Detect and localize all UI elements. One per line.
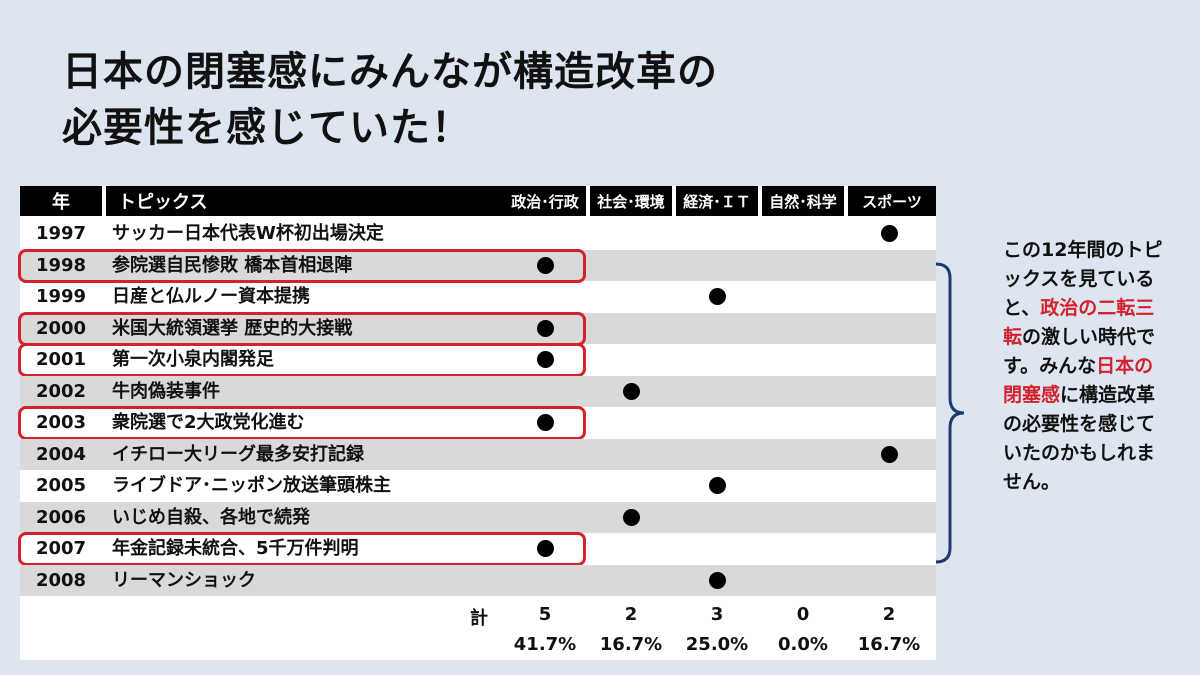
note-text-2: の激しい時代です。みんな — [1003, 326, 1156, 377]
percent-sports: 16.7% — [857, 634, 921, 655]
row-year: 2002 — [35, 380, 87, 402]
category-dot — [623, 382, 640, 400]
category-dot — [623, 508, 640, 526]
commentary-note: この12年間のトピックスを見ていると、政治の二転三転の激しい時代です。みんな日本… — [1003, 236, 1163, 497]
total-economy: 3 — [710, 604, 724, 625]
percent-politics: 41.7% — [513, 634, 577, 655]
row-topic: 年金記録未統合、5千万件判明 — [112, 538, 359, 559]
table-row: 2001 第一次小泉内閣発足 — [20, 344, 936, 375]
category-dot — [881, 225, 898, 242]
row-topic: イチロー大リーグ最多安打記録 — [112, 443, 364, 465]
slide-title: 日本の閉塞感にみんなが構造改革の 必要性を感じていた！ — [62, 44, 718, 156]
header-cat-economy: 経済･ＩＴ — [676, 186, 758, 216]
politics-highlight-box — [18, 343, 586, 377]
row-topic: ライブドア･ニッポン放送筆頭株主 — [112, 475, 391, 496]
header-topic: トピックス — [106, 186, 516, 216]
header-cat-science: 自然･科学 — [762, 186, 844, 216]
table-row: 2004 イチロー大リーグ最多安打記録 — [20, 438, 936, 470]
row-topic: 衆院選で2大政党化進む — [112, 412, 305, 433]
category-dot — [537, 540, 554, 557]
table-row: 1997 サッカー日本代表W杯初出場決定 — [20, 218, 936, 249]
table-row: 2006 いじめ自殺、各地で続発 — [20, 501, 936, 533]
category-dot — [709, 288, 726, 305]
table-row: 1998 参院選自民惨敗 橋本首相退陣 — [20, 249, 936, 281]
total-society: 2 — [624, 604, 638, 625]
title-line-1: 日本の閉塞感にみんなが構造改革の — [62, 49, 718, 95]
brace-icon — [935, 262, 965, 564]
category-dot — [537, 414, 554, 431]
row-year: 2003 — [35, 412, 87, 433]
row-topic: サッカー日本代表W杯初出場決定 — [112, 223, 384, 244]
row-year: 2008 — [35, 569, 87, 591]
category-dot — [709, 571, 726, 589]
note-highlight-politics: 政治の二転三転 — [1003, 297, 1155, 348]
total-label: 計 — [470, 608, 488, 629]
row-year: 2006 — [35, 506, 87, 528]
politics-highlight-box — [18, 248, 586, 283]
row-year: 1998 — [35, 254, 87, 276]
politics-highlight-box — [18, 406, 586, 440]
header-year: 年 — [20, 186, 102, 216]
politics-highlight-box — [18, 532, 586, 566]
row-topic: 日産と仏ルノー資本提携 — [112, 286, 310, 307]
total-sports: 2 — [882, 604, 896, 625]
table-row: 2007 年金記録未統合、5千万件判明 — [20, 533, 936, 564]
note-highlight-stagnation: 日本の閉塞感 — [1003, 355, 1154, 406]
table-row: 2005 ライブドア･ニッポン放送筆頭株主 — [20, 470, 936, 501]
row-topic: 牛肉偽装事件 — [112, 380, 220, 402]
topics-table: 年 トピックス 政治･行政 社会･環境 経済･ＩＴ 自然･科学 スポーツ 199… — [18, 186, 936, 660]
row-topic: いじめ自殺、各地で続発 — [112, 506, 310, 528]
table-row: 1999 日産と仏ルノー資本提携 — [20, 281, 936, 312]
row-year: 2005 — [35, 475, 87, 496]
row-year: 2004 — [35, 443, 87, 465]
row-year: 2007 — [35, 538, 87, 559]
row-year: 1999 — [35, 286, 87, 307]
title-line-2: 必要性を感じていた！ — [62, 105, 472, 151]
percent-science: 0.0% — [778, 634, 828, 655]
row-topic: リーマンショック — [112, 569, 256, 591]
percent-economy: 25.0% — [685, 634, 749, 655]
percent-society: 16.7% — [599, 634, 663, 655]
row-topic: 参院選自民惨敗 橋本首相退陣 — [112, 254, 353, 276]
category-dot — [537, 319, 554, 337]
row-topic: 米国大統領選挙 歴史的大接戦 — [112, 317, 353, 339]
row-year: 2000 — [35, 317, 87, 339]
category-dot — [537, 256, 554, 274]
note-text-1: この12年間のトピックスを見ていると、 — [1003, 239, 1163, 319]
category-dot — [537, 351, 554, 368]
header-cat-politics: 政治･行政 — [504, 186, 586, 216]
row-year: 2001 — [35, 349, 87, 370]
note-text-3: に構造改革の必要性を感じていたのかもしれません。 — [1003, 384, 1156, 493]
table-row: 2002 牛肉偽装事件 — [20, 375, 936, 407]
total-politics: 5 — [538, 604, 552, 625]
row-topic: 第一次小泉内閣発足 — [112, 349, 274, 370]
header-cat-sports: スポーツ — [848, 186, 936, 216]
header-cat-society: 社会･環境 — [590, 186, 672, 216]
table-row: 2003 衆院選で2大政党化進む — [20, 407, 936, 438]
category-dot — [709, 477, 726, 494]
table-row: 2008 リーマンショック — [20, 564, 936, 596]
politics-highlight-box — [18, 311, 586, 346]
table-row: 2000 米国大統領選挙 歴史的大接戦 — [20, 312, 936, 344]
row-year: 1997 — [35, 223, 87, 244]
category-dot — [881, 445, 898, 463]
total-science: 0 — [796, 604, 810, 625]
